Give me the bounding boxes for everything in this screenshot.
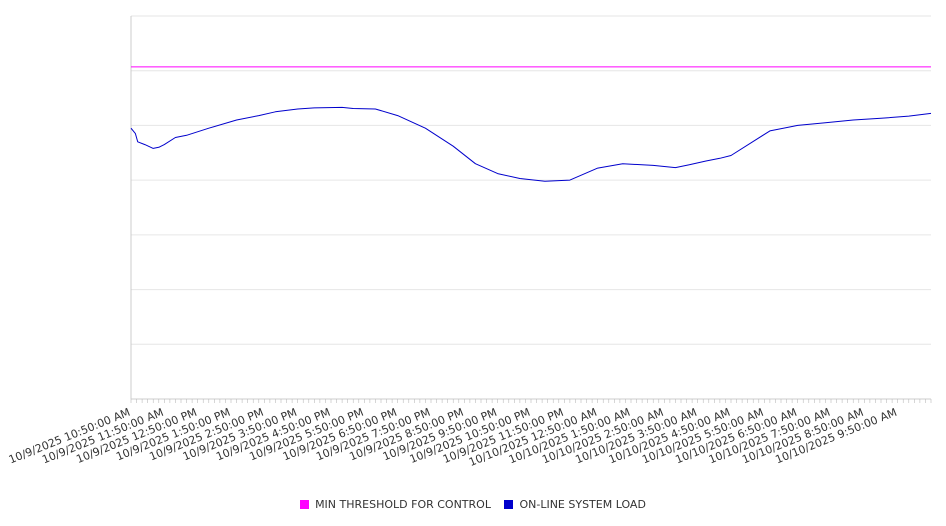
legend-label-min-threshold: MIN THRESHOLD FOR CONTROL xyxy=(315,498,491,511)
series-line-online-system-load xyxy=(130,106,932,182)
legend-swatch-online-system-load xyxy=(504,500,514,509)
legend-item-min-threshold[interactable]: MIN THRESHOLD FOR CONTROL xyxy=(300,498,491,511)
legend: MIN THRESHOLD FOR CONTROL ON-LINE SYSTEM… xyxy=(0,498,946,512)
gridlines xyxy=(131,15,931,345)
legend-label-online-system-load: ON-LINE SYSTEM LOAD xyxy=(519,498,646,511)
legend-item-online-system-load[interactable]: ON-LINE SYSTEM LOAD xyxy=(504,498,646,511)
legend-swatch-min-threshold xyxy=(300,500,310,509)
x-axis-minor-ticks xyxy=(130,399,932,403)
series-layer xyxy=(130,66,932,182)
